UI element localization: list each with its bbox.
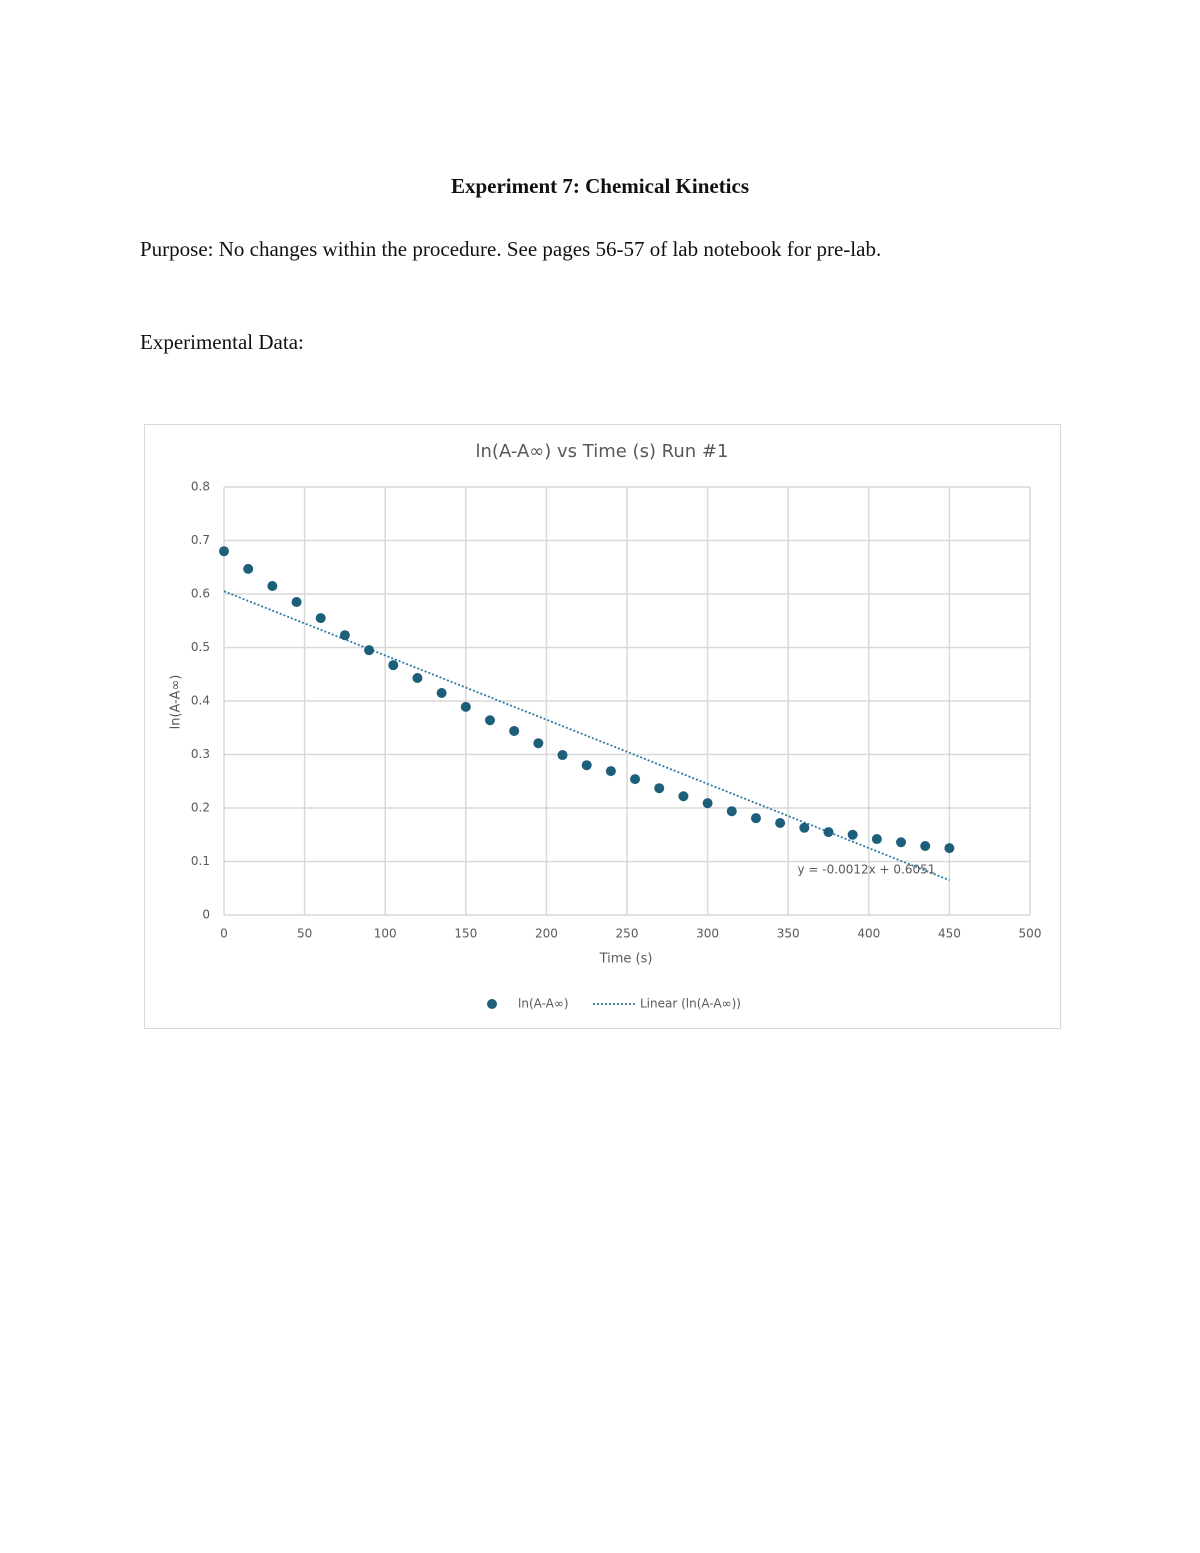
- data-point: [509, 725, 520, 736]
- x-tick-label: 0: [220, 927, 228, 941]
- legend-label: ln(A-A∞): [518, 997, 569, 1011]
- data-point: [726, 806, 737, 817]
- y-tick-label: 0.5: [191, 640, 210, 654]
- doc-title: Experiment 7: Chemical Kinetics: [450, 174, 750, 198]
- y-tick-label: 0.3: [191, 747, 210, 761]
- y-tick-label: 0.1: [191, 854, 210, 868]
- x-axis-label: Time (s): [599, 952, 653, 967]
- data-heading: Experimental Data:: [140, 330, 304, 354]
- data-point: [364, 645, 375, 656]
- x-tick-label: 400: [857, 927, 880, 941]
- data-point: [243, 563, 254, 574]
- data-point: [388, 660, 399, 671]
- x-tick-label: 100: [374, 927, 397, 941]
- data-point: [630, 774, 641, 785]
- y-tick-label: 0.8: [191, 480, 210, 494]
- data-point: [315, 613, 326, 624]
- chart-title: ln(A-A∞) vs Time (s) Run #1: [476, 441, 729, 462]
- x-tick-label: 150: [454, 927, 477, 941]
- data-point: [920, 840, 931, 851]
- data-point: [436, 687, 447, 698]
- data-point: [267, 580, 278, 591]
- x-tick-label: 300: [696, 927, 719, 941]
- data-point: [775, 817, 786, 828]
- data-point: [291, 597, 302, 608]
- x-tick-label: 500: [1019, 927, 1042, 941]
- y-tick-label: 0.6: [191, 587, 210, 601]
- chart-border: [144, 424, 1061, 1029]
- y-tick-label: 0.2: [191, 801, 210, 815]
- x-tick-label: 350: [777, 927, 800, 941]
- x-tick-label: 450: [938, 927, 961, 941]
- data-point: [944, 843, 955, 854]
- purpose: Purpose: No changes within the procedure…: [140, 237, 882, 261]
- data-point: [605, 766, 616, 777]
- y-tick-label: 0.4: [191, 694, 210, 708]
- data-point: [219, 546, 229, 557]
- data-point: [533, 738, 544, 749]
- y-axis-label: ln(A-A∞): [169, 675, 184, 730]
- x-tick-label: 50: [297, 927, 312, 941]
- legend-label: Linear (ln(A-A∞)): [640, 997, 741, 1011]
- data-point: [847, 829, 858, 840]
- data-point: [750, 813, 761, 824]
- chart: ln(A-A∞) vs Time (s) Run #1 Time (s) ln(…: [144, 424, 1061, 1029]
- data-point: [557, 750, 568, 761]
- data-point: [654, 783, 665, 794]
- data-point: [339, 630, 350, 641]
- y-tick-label: 0: [202, 908, 210, 922]
- data-point: [823, 827, 834, 838]
- x-tick-label: 250: [616, 927, 639, 941]
- data-point: [460, 701, 471, 712]
- data-point: [702, 798, 713, 809]
- trendline-equation: y = -0.0012x + 0.6051: [798, 863, 936, 877]
- data-point: [412, 672, 423, 683]
- data-point: [871, 834, 882, 845]
- data-point: [799, 822, 810, 833]
- data-point: [678, 791, 689, 802]
- y-tick-label: 0.7: [191, 533, 210, 547]
- data-point: [581, 760, 592, 771]
- data-point: [484, 715, 495, 726]
- data-point: [896, 837, 907, 848]
- x-tick-label: 200: [535, 927, 558, 941]
- legend-marker: [487, 999, 497, 1009]
